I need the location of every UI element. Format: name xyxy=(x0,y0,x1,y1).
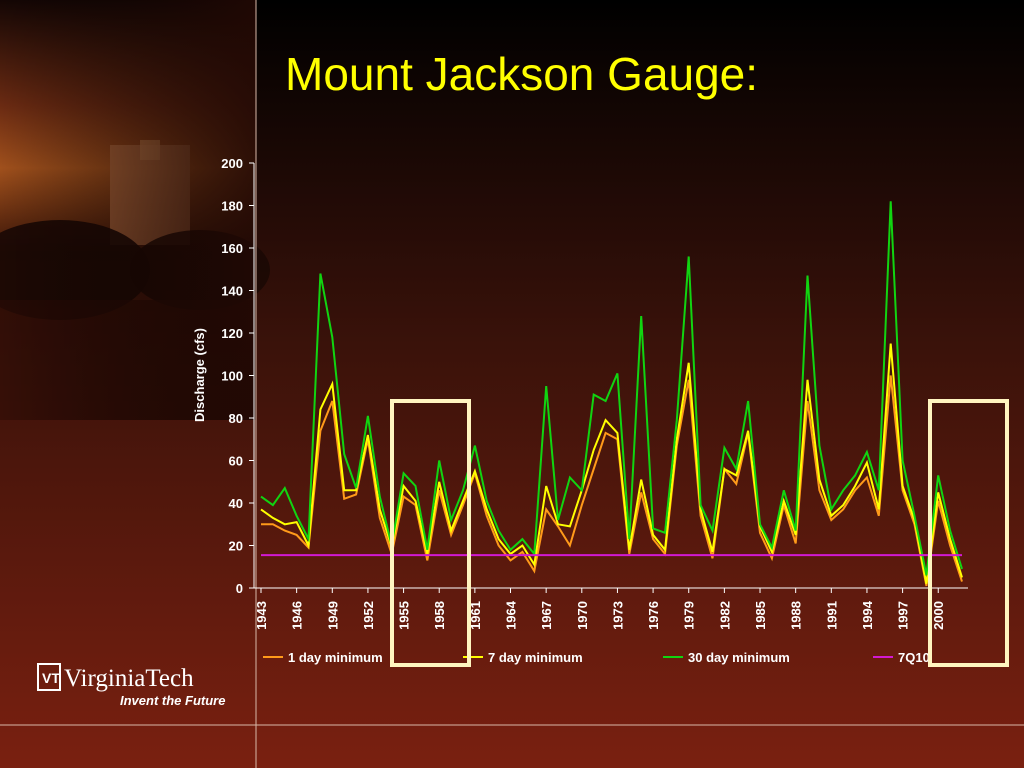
y-tick-label: 160 xyxy=(221,241,243,256)
x-tick-label: 1964 xyxy=(504,600,519,630)
legend-label: 7 day minimum xyxy=(488,650,583,665)
x-tick-label: 1967 xyxy=(539,601,554,630)
x-tick-label: 1973 xyxy=(610,601,625,630)
x-tick-label: 1994 xyxy=(860,600,875,630)
y-tick-label: 20 xyxy=(229,539,243,554)
y-tick-label: 140 xyxy=(221,284,243,299)
legend-label: 7Q10 xyxy=(898,650,930,665)
svg-text:VT: VT xyxy=(42,670,60,686)
y-axis-title: Discharge (cfs) xyxy=(192,328,207,422)
x-tick-label: 1979 xyxy=(682,601,697,630)
series-line xyxy=(260,343,963,584)
x-tick-label: 1976 xyxy=(646,601,661,630)
y-tick-label: 60 xyxy=(229,454,243,469)
x-tick-label: 1982 xyxy=(717,601,732,630)
x-tick-label: 1991 xyxy=(824,601,839,630)
x-tick-label: 1943 xyxy=(254,601,269,630)
x-tick-label: 1955 xyxy=(397,601,412,630)
campus-photo xyxy=(0,0,270,420)
x-tick-label: 1970 xyxy=(575,601,590,630)
x-tick-label: 2000 xyxy=(931,601,946,630)
x-tick-label: 1961 xyxy=(468,601,483,630)
x-tick-label: 1952 xyxy=(361,601,376,630)
y-tick-label: 0 xyxy=(236,581,243,596)
y-tick-label: 120 xyxy=(221,326,243,341)
logo: VT VirginiaTech Invent the Future xyxy=(37,663,225,708)
slide-title: Mount Jackson Gauge: xyxy=(285,48,758,100)
y-tick-label: 40 xyxy=(229,496,243,511)
series-line xyxy=(260,201,963,576)
x-tick-label: 1949 xyxy=(325,601,340,630)
series-line xyxy=(261,375,963,587)
y-tick-label: 80 xyxy=(229,411,243,426)
legend-label: 1 day minimum xyxy=(288,650,383,665)
highlight-box xyxy=(390,399,471,667)
highlight-box xyxy=(928,399,1009,667)
x-tick-label: 1988 xyxy=(789,601,804,630)
legend-label: 30 day minimum xyxy=(688,650,790,665)
x-tick-label: 1958 xyxy=(432,601,447,630)
y-tick-label: 100 xyxy=(221,369,243,384)
x-tick-label: 1946 xyxy=(290,601,305,630)
logo-name: VirginiaTech xyxy=(64,665,194,692)
plot: 0 20 40 60 80 100 120 140 160 180 200 1943 1946 1949 1… xyxy=(221,156,963,665)
x-tick-label: 1997 xyxy=(896,601,911,630)
y-tick-label: 180 xyxy=(221,199,243,214)
x-tick-label: 1985 xyxy=(753,601,768,630)
logo-tagline: Invent the Future xyxy=(120,693,225,708)
y-tick-label: 200 xyxy=(221,156,243,171)
